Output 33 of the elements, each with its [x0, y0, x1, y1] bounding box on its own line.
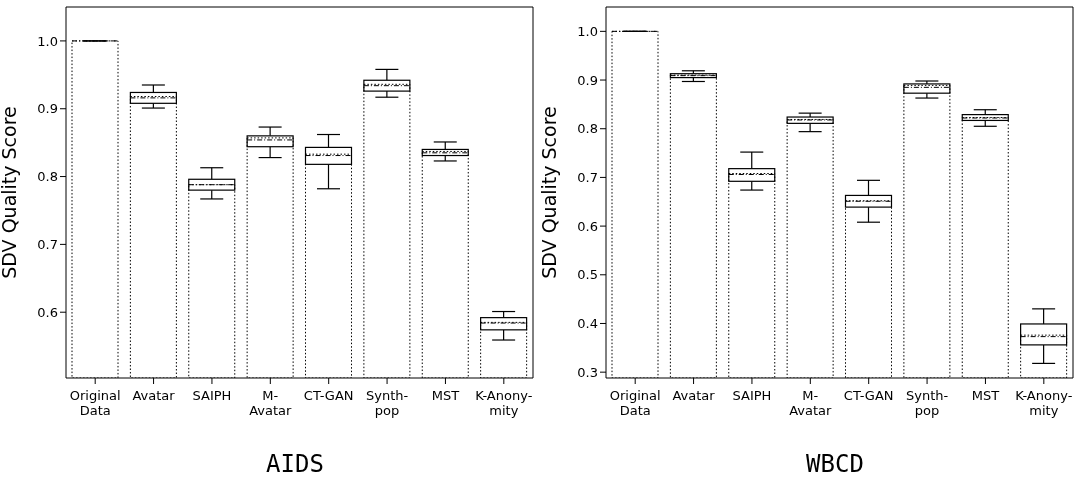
x-tick-label: Synth- pop	[905, 388, 949, 418]
y-axis-title: SDV Quality Score	[0, 106, 20, 279]
x-tick-label: MST	[431, 388, 460, 403]
y-tick-label: 0.9	[37, 101, 58, 117]
y-tick-label: 0.4	[577, 316, 598, 332]
x-tick-label: K-Anony- mity	[1015, 388, 1073, 418]
y-tick-label: 0.6	[577, 218, 598, 234]
y-tick-label: 0.5	[577, 267, 598, 283]
y-axis-title: SDV Quality Score	[537, 106, 560, 279]
x-tick-label: K-Anony- mity	[475, 388, 533, 418]
x-tick-label: MST	[971, 388, 1000, 403]
x-tick-label: Avatar	[132, 388, 176, 403]
x-tick-label: CT-GAN	[303, 388, 354, 403]
y-tick-label: 0.6	[37, 304, 58, 320]
x-axis-title: AIDS	[265, 450, 325, 478]
y-tick-label: 0.7	[577, 170, 598, 186]
x-tick-label: M- Avatar	[249, 388, 293, 418]
x-tick-label: SAIPH	[732, 388, 772, 403]
x-tick-label: Original Data	[69, 388, 121, 418]
x-tick-label: M- Avatar	[789, 388, 833, 418]
y-tick-label: 1.0	[37, 33, 58, 49]
y-tick-label: 0.8	[577, 121, 598, 137]
y-tick-label: 0.3	[577, 364, 598, 380]
x-tick-label: Synth- pop	[365, 388, 409, 418]
y-tick-label: 0.7	[37, 237, 58, 252]
x-tick-label: CT-GAN	[843, 388, 894, 403]
x-axis-title: WBCD	[805, 450, 865, 478]
y-tick-label: 0.8	[37, 169, 58, 185]
x-tick-label: Original Data	[609, 388, 661, 418]
x-tick-label: Avatar	[672, 388, 716, 403]
y-tick-label: 1.0	[577, 23, 598, 39]
x-tick-label: SAIPH	[192, 388, 232, 403]
y-tick-label: 0.9	[577, 72, 598, 88]
